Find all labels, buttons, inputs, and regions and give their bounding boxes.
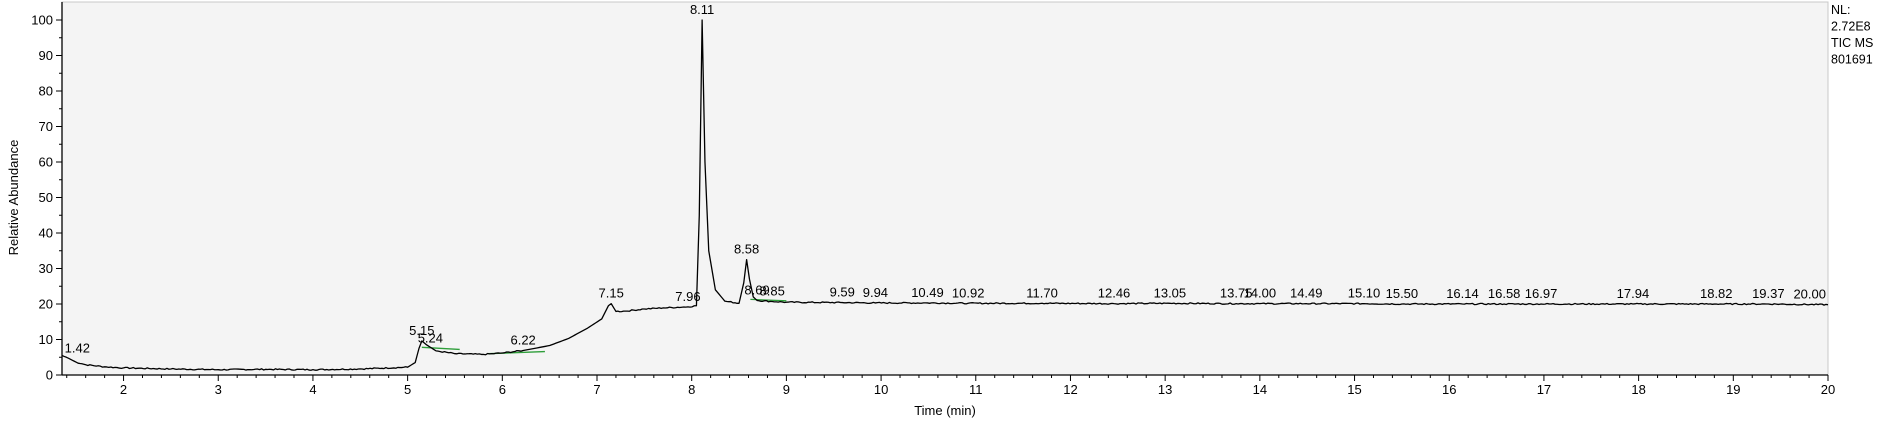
x-tick-label: 2 <box>120 382 127 397</box>
x-tick-label: 18 <box>1631 382 1645 397</box>
peak-label: 20.00 <box>1793 287 1826 302</box>
x-tick-label: 3 <box>215 382 222 397</box>
info-nl-label: NL: <box>1831 3 1850 17</box>
x-tick-label: 17 <box>1537 382 1551 397</box>
y-tick-label: 50 <box>39 190 53 205</box>
axis-layer: 2 3 4 5 6 7 8 9 10 11 12 13 14 15 16 17 18 19 20 0 10 20 30 40 5… <box>31 2 1835 397</box>
peak-label: 1.42 <box>65 340 90 355</box>
peak-label: 6.22 <box>510 333 535 348</box>
x-tick-label: 20 <box>1821 382 1835 397</box>
y-tick-label: 80 <box>39 84 53 99</box>
x-tick-label: 15 <box>1347 382 1361 397</box>
peak-label: 16.58 <box>1488 286 1521 301</box>
x-tick-label: 10 <box>874 382 888 397</box>
y-tick-label: 70 <box>39 119 53 134</box>
peak-label: 9.94 <box>863 285 888 300</box>
peak-label: 15.50 <box>1386 286 1419 301</box>
x-tick-label: 4 <box>309 382 316 397</box>
y-tick-label: 30 <box>39 261 53 276</box>
integration-baseline <box>421 346 460 351</box>
x-tick-label: 8 <box>688 382 695 397</box>
x-tick-label: 5 <box>404 382 411 397</box>
peak-label: 12.46 <box>1098 286 1131 301</box>
peak-label-layer: 1.42 5.155.24 6.22 7.15 7.96 8.11 8.58 8.698.85… <box>65 2 1826 355</box>
y-tick-label: 20 <box>39 297 53 312</box>
peak-label: 11.70 <box>1026 285 1058 300</box>
peak-label: 7.96 <box>675 289 700 304</box>
peak-label: 8.11 <box>690 2 714 17</box>
x-tick-label: 13 <box>1158 382 1172 397</box>
x-axis-title: Time (min) <box>914 403 976 418</box>
tic-trace-line <box>61 19 1829 371</box>
y-tick-label: 90 <box>39 48 53 63</box>
peak-label: 8.85 <box>760 284 785 299</box>
peak-label: 16.14 <box>1446 286 1479 301</box>
info-nl-value: 2.72E8 <box>1831 20 1871 34</box>
peak-label: 13.75 <box>1220 286 1253 301</box>
peak-label: 8.69 <box>744 282 769 297</box>
x-tick-label: 14 <box>1253 382 1267 397</box>
x-tick-label: 19 <box>1726 382 1740 397</box>
x-tick-label: 9 <box>783 382 790 397</box>
peak-label: 5.24 <box>418 331 443 346</box>
peak-label: 17.94 <box>1617 286 1650 301</box>
peak-label: 19.37 <box>1752 286 1785 301</box>
peak-label: 9.59 <box>830 285 855 300</box>
info-tic-label: TIC MS <box>1831 36 1873 50</box>
peak-label: 10.49 <box>911 285 944 300</box>
y-tick-label: 100 <box>31 13 53 28</box>
peak-label: 5.15 <box>409 323 434 338</box>
y-tick-label: 0 <box>46 368 53 383</box>
y-tick-label: 60 <box>39 155 53 170</box>
peak-label: 14.49 <box>1290 286 1323 301</box>
peak-label: 16.97 <box>1525 286 1558 301</box>
peak-label: 18.82 <box>1700 286 1733 301</box>
x-tick-label: 6 <box>499 382 506 397</box>
x-tick-label: 11 <box>969 382 983 397</box>
peak-label: 15.10 <box>1348 286 1381 301</box>
info-scan-id: 801691 <box>1831 53 1873 67</box>
x-tick-label: 16 <box>1442 382 1456 397</box>
plot-background <box>61 1 1829 376</box>
y-axis-title: Relative Abundance <box>6 140 21 256</box>
peak-label: 8.58 <box>734 242 759 257</box>
x-tick-label: 7 <box>593 382 600 397</box>
trace-layer <box>61 19 1829 371</box>
x-tick-label: 12 <box>1063 382 1077 397</box>
y-tick-label: 10 <box>39 332 53 347</box>
peak-label: 13.05 <box>1154 285 1187 300</box>
y-tick-label: 40 <box>39 226 53 241</box>
peak-label: 7.15 <box>599 286 624 301</box>
peak-label: 14.00 <box>1244 286 1277 301</box>
peak-label: 10.92 <box>952 285 985 300</box>
